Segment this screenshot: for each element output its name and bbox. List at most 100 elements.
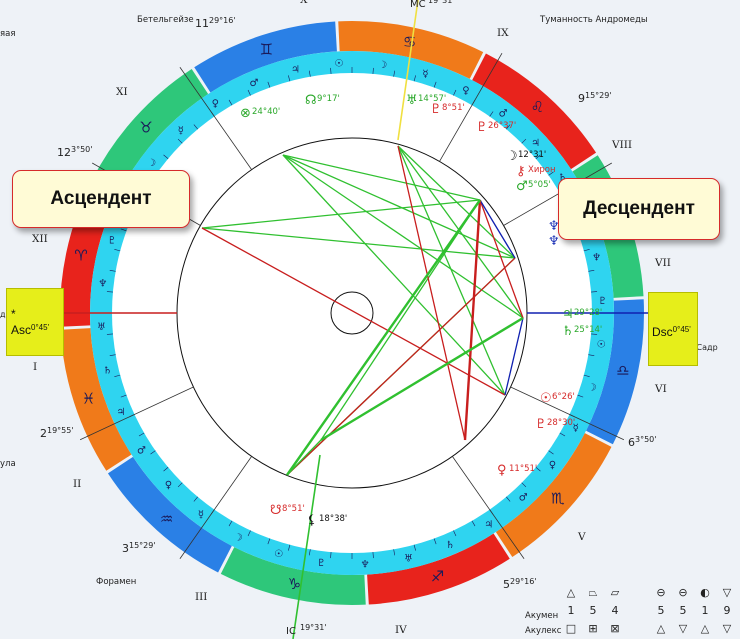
planet-degree: 9°17'	[317, 94, 340, 104]
house-cusp-line	[503, 162, 613, 226]
legend-cell: ⏥	[610, 586, 620, 599]
house-cusp-minutes: 29°16'	[209, 16, 236, 25]
zodiac-segment	[586, 299, 644, 445]
degree-tick	[138, 432, 145, 437]
degree-tick	[453, 530, 457, 537]
planet-glyph: ⚸	[307, 513, 317, 528]
aspect-line	[201, 227, 506, 396]
degree-tick	[433, 81, 437, 88]
degree-ring-glyph: ☉	[334, 58, 343, 69]
degree-tick	[288, 544, 291, 551]
degree-tick	[308, 70, 311, 77]
mc-label: MC	[410, 0, 426, 10]
degree-tick	[372, 67, 374, 74]
planet-degree: 6°26'	[552, 392, 575, 402]
degree-tick	[588, 354, 595, 357]
degree-tick	[583, 374, 590, 377]
degree-tick	[577, 394, 584, 398]
planet-glyph: ☉	[540, 391, 552, 406]
degree-ring-glyph: ♂	[499, 109, 508, 120]
fixed-star-label: Акумен	[525, 611, 558, 621]
descendant-callout: Десцендент	[558, 178, 720, 240]
legend-gap	[626, 622, 650, 635]
legend-cell: ▽	[722, 622, 732, 635]
degree-tick	[228, 520, 233, 527]
legend-cell: 9	[723, 604, 731, 617]
degree-ring-glyph: ☿	[422, 69, 428, 80]
zodiac-segment	[60, 328, 132, 471]
aspect-line	[479, 199, 524, 319]
planet-degree: 14°57'	[418, 94, 446, 104]
legend-cell: ▽	[678, 622, 688, 635]
legend-cell: △	[700, 622, 710, 635]
zodiac-sign-glyph: ♌	[531, 98, 544, 116]
legend-cell: 5	[657, 604, 665, 617]
degree-tick	[548, 171, 554, 176]
planet-glyph: ♆	[548, 234, 560, 249]
house-cusp-minutes: 29°16'	[510, 577, 537, 586]
ic-degree: 19°31'	[300, 623, 327, 632]
fixed-star-label: Акулекс	[525, 626, 562, 636]
degree-ring-glyph: ♂	[137, 446, 146, 457]
house-numeral: X	[300, 0, 308, 6]
legend-cell: ⊞	[588, 622, 598, 635]
house-cusp-degree: 6	[628, 436, 635, 449]
house-numeral: IX	[497, 27, 509, 39]
zodiac-sign-glyph: ♊	[260, 41, 273, 59]
planet-glyph: ♂	[516, 179, 528, 194]
degree-tick	[106, 333, 113, 335]
legend-cell: □	[565, 622, 577, 635]
house-cusp-line	[439, 52, 503, 162]
ic-label: IC	[286, 626, 296, 637]
house-numeral: VIII	[611, 139, 632, 151]
aspect-line	[286, 439, 322, 476]
house-cusp-line	[452, 456, 525, 559]
degree-tick	[106, 291, 113, 293]
legend-cell: ⊠	[610, 622, 620, 635]
degree-ring-glyph: ☿	[178, 125, 184, 136]
house-cusp-minutes: 19°55'	[47, 426, 74, 435]
aspect-line	[282, 154, 524, 319]
planet-degree: Хирон	[528, 165, 556, 175]
degree-tick	[330, 67, 332, 74]
planet-glyph: ♇	[535, 417, 547, 432]
legend-numbers-row: 1 5 4 5 5 1 9	[560, 604, 738, 617]
zodiac-segment	[472, 53, 597, 170]
degree-tick	[471, 520, 476, 527]
planet-glyph: ♄	[562, 324, 574, 339]
planet-degree: 12°31'	[518, 150, 546, 160]
legend-cell: 5	[679, 604, 687, 617]
zodiac-segment	[220, 547, 366, 605]
left-edge-fragment: да	[0, 310, 11, 319]
zodiac-sign-glyph: ♒	[160, 510, 173, 528]
ascendant-callout: Асцендент	[12, 170, 190, 228]
legend-cell: ⏢	[588, 586, 598, 599]
degree-ring-glyph: ☽	[588, 382, 597, 393]
degree-ring-glyph: ♀	[212, 98, 219, 109]
degree-ring-glyph: ♃	[484, 520, 493, 531]
degree-tick	[506, 496, 511, 502]
asc-marker: * Asc0°45'	[6, 288, 64, 356]
degree-ring-glyph: ♃	[291, 64, 300, 75]
degree-tick	[114, 249, 121, 252]
degree-tick	[114, 374, 121, 377]
house-numeral: I	[33, 361, 37, 373]
planet-degree: 28°30'	[547, 418, 575, 428]
legend-cell: ▽	[722, 586, 732, 599]
house-numeral: XII	[32, 233, 48, 245]
degree-ring-glyph: ♄	[446, 540, 455, 551]
zodiac-sign-glyph: ♎	[616, 362, 629, 380]
degree-ring-glyph: ♃	[531, 138, 540, 149]
aspect-line	[320, 199, 481, 441]
legend-cell: 5	[589, 604, 597, 617]
degree-tick	[193, 496, 198, 502]
ascendant-callout-label: Асцендент	[50, 188, 152, 209]
zodiac-segment	[495, 433, 612, 558]
planet-glyphs: ⊗ 24°40'☊ 9°17' ♅ 14°57'♇ 8°51'♇ 26°37'☽ 12°31'…	[240, 93, 602, 528]
house-numeral: II	[73, 478, 81, 490]
house-numeral: VI	[654, 383, 667, 395]
planet-degree: 24°40'	[252, 107, 280, 117]
degree-tick	[109, 269, 116, 272]
degree-tick	[548, 450, 554, 455]
